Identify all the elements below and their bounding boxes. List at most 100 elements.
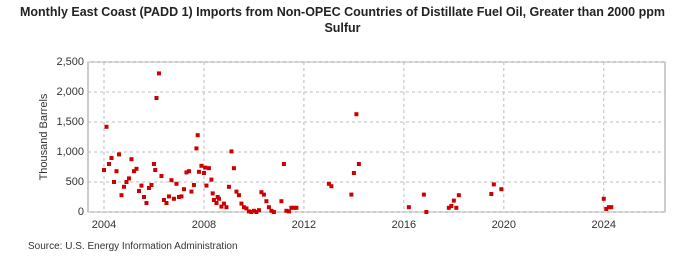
point — [349, 192, 354, 197]
point — [269, 208, 274, 213]
point — [121, 184, 126, 189]
y-tick-label: 500 — [66, 176, 84, 188]
y-tick-label: 2,500 — [56, 56, 84, 68]
y-tick-label: 1,500 — [56, 116, 84, 128]
point — [219, 204, 224, 209]
point — [604, 207, 609, 211]
x-tick-label: 2016 — [392, 219, 416, 231]
point — [249, 210, 254, 214]
point — [226, 184, 231, 189]
point — [279, 199, 284, 204]
point — [174, 181, 179, 186]
point — [141, 195, 146, 199]
point — [329, 184, 334, 189]
point — [199, 163, 204, 168]
point — [109, 156, 114, 160]
point — [241, 205, 246, 210]
point — [153, 168, 158, 172]
point — [286, 209, 291, 214]
point — [491, 182, 496, 187]
point — [294, 205, 299, 210]
point — [111, 180, 116, 184]
point — [201, 171, 206, 175]
point — [186, 169, 191, 174]
point — [354, 112, 359, 117]
point — [239, 201, 244, 206]
point — [191, 183, 196, 187]
point — [156, 71, 161, 76]
point — [446, 205, 451, 210]
point — [139, 183, 144, 188]
point — [264, 199, 269, 204]
point — [259, 190, 264, 195]
point — [161, 198, 166, 202]
y-tick-label: 0 — [78, 206, 84, 218]
point — [146, 186, 151, 190]
point — [216, 196, 221, 201]
point — [421, 192, 426, 197]
point — [356, 162, 361, 166]
point — [214, 201, 219, 205]
point — [104, 124, 109, 129]
point — [169, 178, 174, 183]
point — [144, 201, 149, 205]
point — [224, 205, 229, 210]
point — [606, 205, 611, 210]
x-tick-label: 2024 — [592, 219, 616, 231]
point — [189, 189, 194, 194]
point — [126, 176, 131, 181]
point — [101, 168, 106, 172]
chart-title: Monthly East Coast (PADD 1) Imports from… — [20, 5, 665, 35]
point — [206, 166, 211, 171]
point — [151, 162, 156, 166]
point — [184, 170, 189, 175]
point — [254, 210, 259, 214]
point — [251, 208, 256, 213]
point — [449, 204, 454, 208]
x-tick-label: 2008 — [192, 219, 216, 231]
point — [281, 162, 286, 166]
point — [609, 205, 614, 210]
point — [236, 193, 241, 198]
x-tick-label: 2020 — [492, 219, 516, 231]
point — [351, 171, 356, 175]
point — [124, 180, 129, 184]
point — [284, 208, 289, 213]
point — [326, 181, 331, 186]
point — [136, 189, 141, 193]
point — [114, 169, 119, 174]
point — [261, 192, 266, 197]
point — [244, 206, 249, 211]
point — [601, 196, 606, 201]
point — [210, 191, 215, 196]
point — [406, 205, 411, 210]
point — [234, 189, 239, 194]
point — [176, 195, 181, 199]
point — [171, 196, 176, 201]
point — [134, 166, 139, 171]
point — [119, 193, 124, 198]
point — [204, 183, 209, 188]
point — [195, 133, 200, 138]
point — [209, 177, 214, 182]
point — [116, 152, 121, 157]
point — [231, 166, 236, 171]
point — [211, 198, 216, 202]
point — [203, 165, 208, 170]
point — [196, 169, 201, 174]
point — [129, 157, 134, 162]
point — [194, 146, 199, 151]
plot-area — [87, 61, 666, 213]
y-tick-label: 1,000 — [56, 146, 84, 158]
x-tick-label: 2004 — [92, 219, 116, 231]
point — [424, 210, 429, 214]
point — [454, 205, 459, 210]
point — [291, 205, 296, 210]
point — [229, 149, 234, 154]
x-tick-label: 2012 — [292, 219, 316, 231]
y-axis-label: Thousand Barrels — [38, 93, 50, 180]
point — [266, 205, 271, 210]
source: Source: U.S. Energy Information Administ… — [28, 241, 238, 252]
point — [456, 193, 461, 198]
